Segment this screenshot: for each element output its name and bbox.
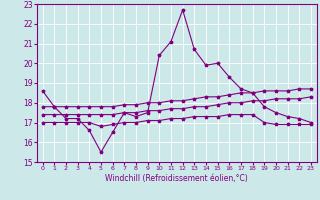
- X-axis label: Windchill (Refroidissement éolien,°C): Windchill (Refroidissement éolien,°C): [105, 174, 248, 183]
